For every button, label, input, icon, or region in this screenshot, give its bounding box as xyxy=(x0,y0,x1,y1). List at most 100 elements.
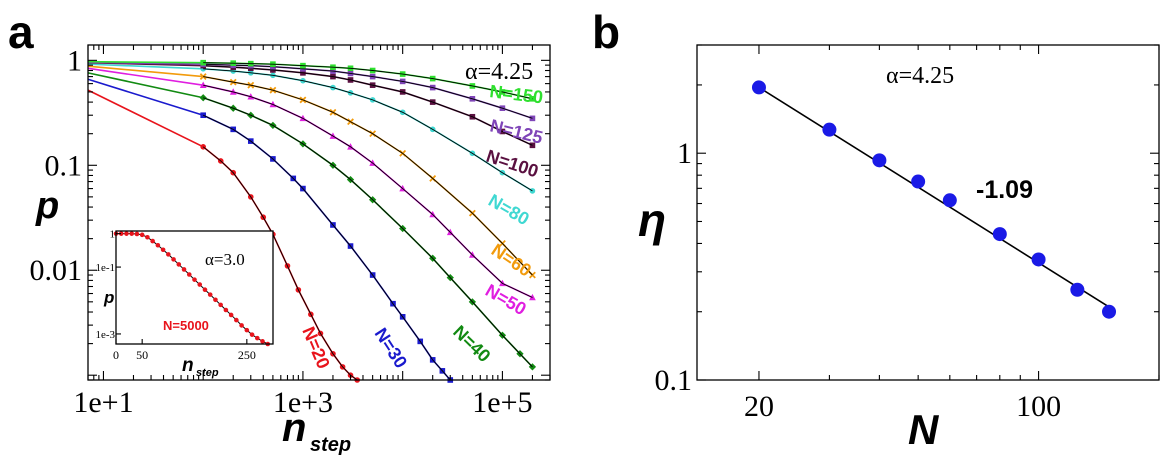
series-label-n100: N=100 xyxy=(484,146,541,182)
inset-data-point xyxy=(134,231,140,237)
panel-b-x-axis-label: N xyxy=(908,406,940,453)
inset-y-tick-label: 1 xyxy=(110,229,116,241)
inset-data-point xyxy=(155,242,161,248)
inset-data-point xyxy=(176,262,182,267)
inset-data-point xyxy=(186,272,192,277)
fit-line-n150 xyxy=(203,62,533,100)
power-law-fit-line xyxy=(758,86,1110,308)
inset-data-point xyxy=(118,231,124,236)
panel-b-y-axis-label: η xyxy=(638,194,666,246)
fit-line-n20 xyxy=(202,146,358,381)
data-point-n125 xyxy=(529,115,536,122)
inset-data-point xyxy=(166,252,171,257)
y-tick-label: 1 xyxy=(67,44,82,77)
panel-a-alpha-annotation: α=4.25 xyxy=(465,59,533,85)
panel-label-b: b xyxy=(592,6,620,58)
fit-line-n80 xyxy=(203,68,533,192)
panel-label-a: a xyxy=(8,6,34,58)
data-point-n60 xyxy=(199,73,207,81)
x-tick-label: 1e+1 xyxy=(73,386,133,419)
x-tick-label: 100 xyxy=(1016,390,1061,423)
panel-a-chart: 1e+1 1e+3 1e+50.010.11 α=4.25 p n step N=2… xyxy=(30,44,551,456)
inset-data-point xyxy=(244,327,250,333)
panel-b-plot-frame xyxy=(696,44,1160,381)
inset-data-point xyxy=(207,292,213,297)
series-label-n40: N=40 xyxy=(449,321,494,366)
inset-x-tick-label: 0 xyxy=(113,348,119,362)
inset-plot-frame xyxy=(115,230,274,345)
x-tick-label: 20 xyxy=(744,390,774,423)
inset-ticks: 0 50 250 1 1e-1 1e-3 xyxy=(95,229,255,362)
data-point xyxy=(1031,252,1046,267)
inset-x-axis-label: n xyxy=(182,355,194,376)
inset-data-point xyxy=(249,332,255,337)
inset-data-point xyxy=(234,317,239,323)
inset-data-point xyxy=(124,231,129,236)
inset-x-tick-label: 50 xyxy=(136,348,148,362)
inset-data-point xyxy=(150,238,155,244)
inset-data-point xyxy=(213,297,218,303)
inset-data-point xyxy=(197,282,203,287)
inset-data-point xyxy=(181,267,187,272)
series-label-n150: N=150 xyxy=(489,81,545,107)
panel-a-plot-frame xyxy=(87,44,551,381)
series-label-n125: N=125 xyxy=(488,115,545,147)
series-label-n30: N=30 xyxy=(371,324,411,371)
inset-x-axis-label-subscript: step xyxy=(196,367,219,379)
inset-data-point xyxy=(239,323,244,328)
fit-line-n50 xyxy=(203,84,533,298)
data-point xyxy=(872,153,887,168)
data-point xyxy=(942,193,957,208)
y-tick-label: 0.1 xyxy=(45,149,83,182)
inset-data-point xyxy=(160,247,166,253)
fit-line-n30 xyxy=(202,114,451,381)
fit-line-n60 xyxy=(203,76,533,276)
inset-data-point xyxy=(254,335,260,341)
inset-data-point xyxy=(192,277,197,282)
inset-data-point xyxy=(145,234,150,240)
inset-series-label: N=5000 xyxy=(163,318,209,333)
data-point xyxy=(992,227,1007,242)
data-point xyxy=(1070,282,1085,297)
inset-data-point xyxy=(228,312,234,318)
panel-a-ticks: 1e+1 1e+3 1e+5 0.01 0.1 1 xyxy=(30,44,551,419)
panel-b-slope-label: -1.09 xyxy=(976,176,1033,204)
x-tick-label: 1e+5 xyxy=(472,386,532,419)
inset-y-axis-label: p xyxy=(103,288,114,307)
inset-data-point xyxy=(202,287,208,293)
data-point xyxy=(822,122,837,137)
y-tick-label: 0.1 xyxy=(655,364,693,397)
panel-b-ticks: 20 100 0.1 1 xyxy=(655,44,1160,423)
inset-data-point xyxy=(223,307,229,313)
panel-b-series xyxy=(751,80,1117,319)
inset-alpha-annotation: α=3.0 xyxy=(205,250,245,269)
data-point xyxy=(911,174,926,189)
series-label-n50: N=50 xyxy=(482,280,530,319)
inset-y-tick-label: 1e-1 xyxy=(95,262,115,274)
series-label-n80: N=80 xyxy=(485,190,533,229)
inset-background xyxy=(116,231,273,344)
inset-data-point xyxy=(129,231,134,236)
y-tick-label: 1 xyxy=(677,137,692,170)
fit-line-n40 xyxy=(203,97,533,368)
inset-data-point xyxy=(218,302,223,308)
data-point xyxy=(751,80,766,95)
panel-a-x-axis-label: n xyxy=(282,406,306,450)
inset-series xyxy=(113,231,271,347)
series-label-n60: N=60 xyxy=(488,240,535,281)
panel-b-alpha-annotation: α=4.25 xyxy=(886,63,954,89)
y-tick-label: 0.01 xyxy=(30,254,83,287)
inset-data-point xyxy=(260,339,265,344)
panel-a-y-axis-label: p xyxy=(35,185,59,227)
inset-data-point xyxy=(171,257,176,262)
data-point xyxy=(1102,304,1117,319)
panel-b-chart: 20 100 0.1 1 α=4.25 -1.09 η N xyxy=(638,44,1160,453)
data-point-n50 xyxy=(199,81,207,88)
panel-a-x-axis-label-subscript: step xyxy=(310,434,351,456)
x-tick-label: 1e+3 xyxy=(273,386,333,419)
inset-x-tick-label: 250 xyxy=(238,348,256,362)
inset-chart: 0 50 250 1 1e-1 1e-3 α=3.0 N=5000 p n step xyxy=(95,229,274,379)
inset-data-point xyxy=(139,232,145,238)
inset-y-tick-label: 1e-3 xyxy=(95,329,115,341)
